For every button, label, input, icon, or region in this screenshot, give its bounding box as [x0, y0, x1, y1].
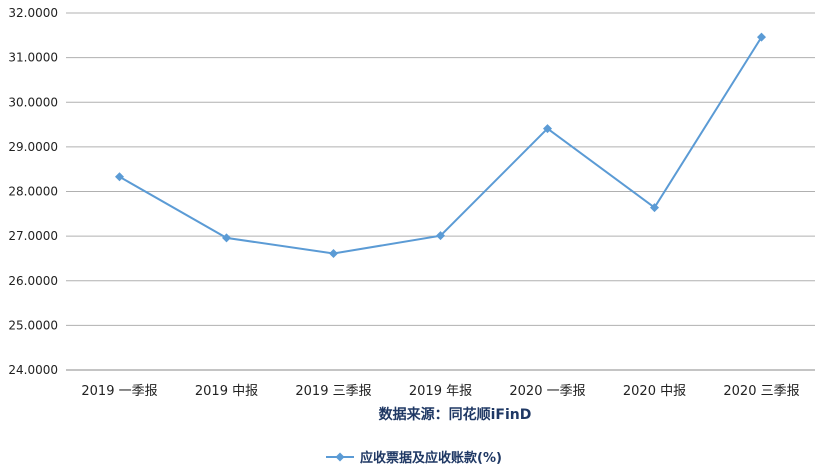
y-tick-label: 31.0000 — [8, 51, 58, 65]
x-tick-label: 2020 一季报 — [509, 384, 585, 399]
y-tick-label: 28.0000 — [8, 185, 58, 199]
y-tick-label: 29.0000 — [8, 140, 58, 154]
grid-lines — [66, 12, 815, 371]
x-tick-label: 2020 三季报 — [723, 384, 799, 399]
y-tick-label: 32.0000 — [8, 6, 58, 20]
data-point-marker[interactable] — [436, 231, 445, 241]
x-axis-ticks: 2019 一季报 2019 中报 2019 三季报 2019 年报 2020 一季报 20… — [81, 384, 799, 399]
x-tick-label: 2019 中报 — [195, 384, 258, 399]
y-tick-label: 27.0000 — [8, 229, 58, 243]
x-axis-label: 数据来源：同花顺iFinD — [379, 406, 532, 423]
y-tick-label: 30.0000 — [8, 95, 58, 109]
data-point-marker[interactable] — [222, 233, 231, 243]
legend-label: 应收票据及应收账款(%) — [360, 450, 502, 466]
data-point-marker[interactable] — [115, 172, 124, 182]
legend-marker-icon — [335, 452, 345, 462]
x-tick-label: 2019 一季报 — [81, 384, 157, 399]
legend[interactable]: 应收票据及应收账款(%) — [326, 450, 502, 466]
x-tick-label: 2019 年报 — [409, 384, 472, 399]
x-tick-label: 2019 三季报 — [295, 384, 371, 399]
data-point-marker[interactable] — [757, 32, 766, 42]
x-tick-label: 2020 中报 — [623, 384, 686, 399]
series-line — [119, 36, 763, 255]
y-tick-label: 25.0000 — [8, 318, 58, 332]
data-point-marker[interactable] — [650, 203, 659, 213]
series-layer — [115, 32, 766, 259]
y-tick-label: 26.0000 — [8, 274, 58, 288]
data-point-marker[interactable] — [329, 249, 338, 259]
y-tick-label: 24.0000 — [8, 363, 58, 377]
data-point-marker[interactable] — [543, 124, 552, 134]
y-axis-ticks: 24.0000 25.0000 26.0000 27.0000 28.0000 29.00… — [8, 6, 58, 377]
